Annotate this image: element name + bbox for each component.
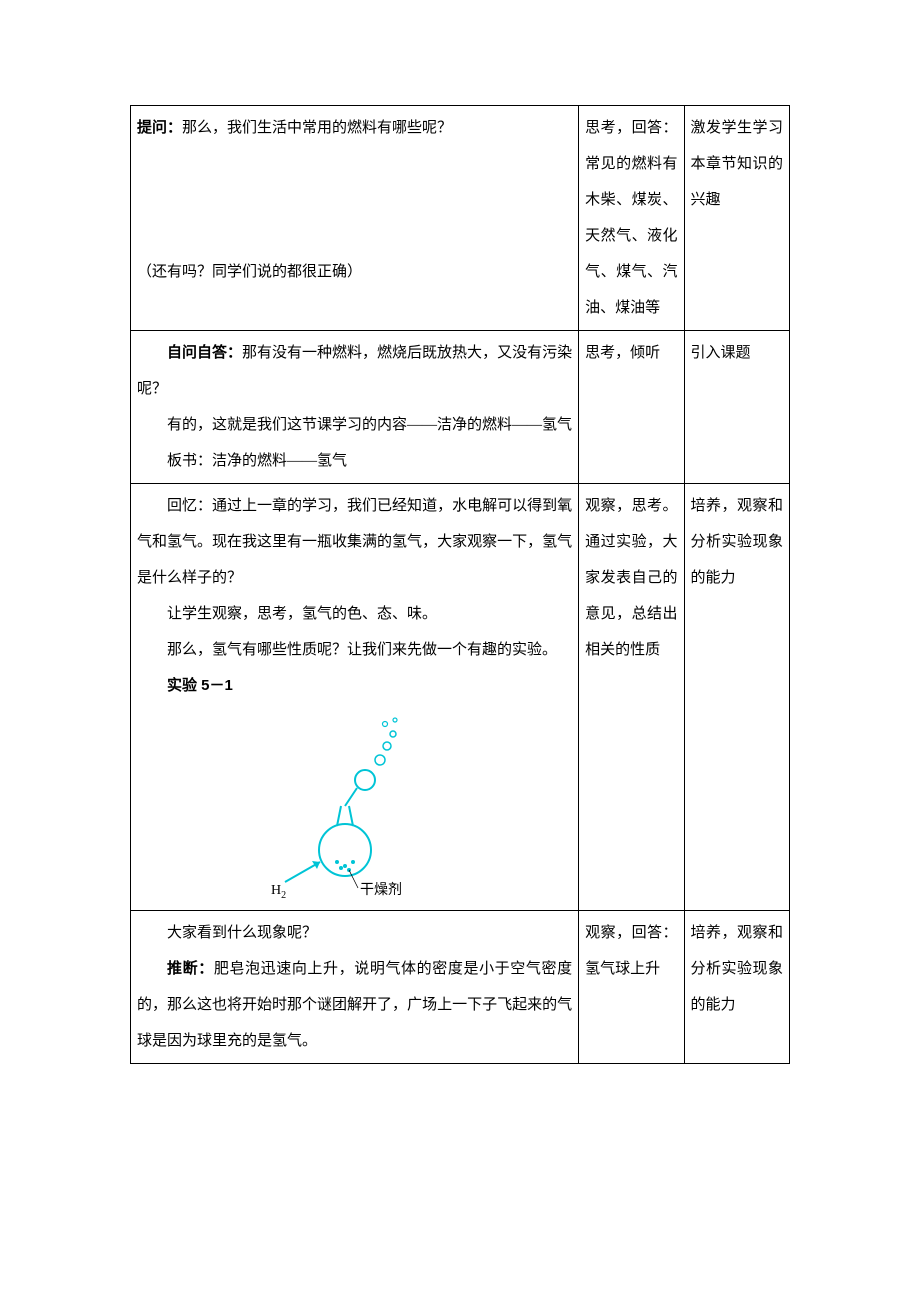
lesson-table: 提问：那么，我们生活中常用的燃料有哪些呢？ （还有吗？同学们说的都很正确） 思考…	[130, 105, 790, 1064]
label-experiment: 实验 5－1	[167, 677, 233, 694]
cell-design-intent: 引入课题	[684, 331, 789, 484]
text-observe-q: 大家看到什么现象呢？	[137, 915, 572, 951]
text-board: 板书：洁净的燃料——氢气	[137, 443, 572, 479]
document-page: 提问：那么，我们生活中常用的燃料有哪些呢？ （还有吗？同学们说的都很正确） 思考…	[0, 0, 920, 1302]
cell-student-activity: 思考，倾听	[579, 331, 684, 484]
table-row: 提问：那么，我们生活中常用的燃料有哪些呢？ （还有吗？同学们说的都很正确） 思考…	[131, 106, 790, 331]
cell-teacher-activity: 回忆：通过上一章的学习，我们已经知道，水电解可以得到氧气和氢气。现在我这里有一瓶…	[131, 484, 579, 911]
cell-design-intent: 培养，观察和分析实验现象的能力	[684, 484, 789, 911]
diagram-label-desiccant: 干燥剂	[360, 882, 402, 898]
diagram-label-h2: H2	[271, 883, 286, 900]
bubble-apparatus-icon: H2 干燥剂	[265, 710, 445, 900]
text-aside: （还有吗？同学们说的都很正确）	[137, 254, 572, 290]
cell-teacher-activity: 大家看到什么现象呢？ 推断：肥皂泡迅速向上升，说明气体的密度是小于空气密度的，那…	[131, 911, 579, 1064]
text-answer: 有的，这就是我们这节课学习的内容——洁净的燃料——氢气	[137, 407, 572, 443]
cell-design-intent: 激发学生学习本章节知识的兴趣	[684, 106, 789, 331]
cell-student-activity: 思考，回答：常见的燃料有木柴、煤炭、天然气、液化气、煤气、汽油、煤油等	[579, 106, 684, 331]
table-row: 大家看到什么现象呢？ 推断：肥皂泡迅速向上升，说明气体的密度是小于空气密度的，那…	[131, 911, 790, 1064]
cell-student-activity: 观察，回答：氢气球上升	[579, 911, 684, 1064]
cell-teacher-activity: 提问：那么，我们生活中常用的燃料有哪些呢？ （还有吗？同学们说的都很正确）	[131, 106, 579, 331]
label-question: 提问：	[137, 119, 182, 136]
experiment-diagram: H2 干燥剂	[137, 710, 572, 904]
text-question: 那么，我们生活中常用的燃料有哪些呢？	[182, 120, 452, 136]
table-row: 自问自答：那有没有一种燃料，燃烧后既放热大，又没有污染呢？ 有的，这就是我们这节…	[131, 331, 790, 484]
cell-student-activity: 观察，思考。通过实验，大家发表自己的意见，总结出相关的性质	[579, 484, 684, 911]
table-row: 回忆：通过上一章的学习，我们已经知道，水电解可以得到氧气和氢气。现在我这里有一瓶…	[131, 484, 790, 911]
text-recall: 回忆：通过上一章的学习，我们已经知道，水电解可以得到氧气和氢气。现在我这里有一瓶…	[137, 488, 572, 596]
cell-teacher-activity: 自问自答：那有没有一种燃料，燃烧后既放热大，又没有污染呢？ 有的，这就是我们这节…	[131, 331, 579, 484]
cell-design-intent: 培养，观察和分析实验现象的能力	[684, 911, 789, 1064]
label-inference: 推断：	[167, 960, 214, 977]
label-selfqa: 自问自答：	[167, 344, 242, 361]
text-experiment-intro: 那么，氢气有哪些性质呢？让我们来先做一个有趣的实验。	[137, 632, 572, 668]
text-observe: 让学生观察，思考，氢气的色、态、味。	[137, 596, 572, 632]
